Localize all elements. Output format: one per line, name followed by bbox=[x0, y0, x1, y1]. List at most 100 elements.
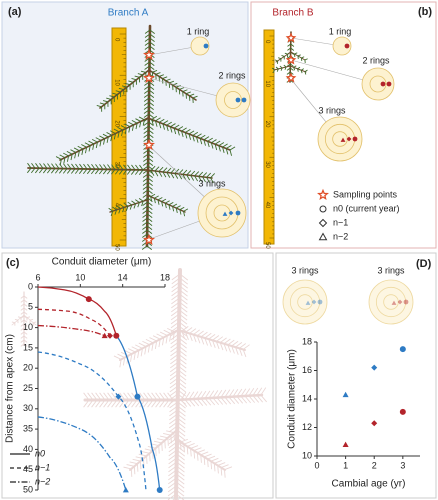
needle bbox=[260, 387, 267, 396]
needle bbox=[177, 405, 186, 413]
needle bbox=[149, 29, 155, 35]
needle bbox=[175, 205, 181, 209]
needle bbox=[124, 128, 127, 135]
needle bbox=[144, 29, 151, 34]
needle bbox=[236, 396, 244, 404]
needle bbox=[278, 57, 282, 60]
needle bbox=[71, 163, 76, 170]
needle bbox=[20, 307, 25, 311]
y-tick-label: 12 bbox=[302, 422, 312, 432]
needle bbox=[163, 392, 170, 401]
needle bbox=[119, 392, 126, 401]
y-tick-label: 5 bbox=[28, 302, 33, 312]
ruler-label: 20 bbox=[264, 121, 270, 128]
needle bbox=[286, 71, 291, 75]
marker-circle bbox=[156, 487, 163, 493]
branch bbox=[27, 167, 148, 171]
ruler-label: 40 bbox=[113, 203, 119, 210]
needle bbox=[188, 133, 192, 140]
needle bbox=[132, 458, 141, 462]
ruler-label: 20 bbox=[113, 120, 119, 127]
needle bbox=[168, 421, 178, 429]
needle bbox=[81, 144, 87, 148]
needle bbox=[137, 350, 140, 359]
needle bbox=[169, 377, 179, 385]
marker-circle bbox=[235, 97, 241, 103]
marker-circle bbox=[203, 43, 209, 49]
needle bbox=[192, 135, 195, 142]
marker-circle bbox=[403, 299, 409, 305]
needle bbox=[178, 349, 187, 357]
needle bbox=[169, 405, 178, 413]
needle bbox=[119, 164, 124, 170]
marker-circle bbox=[399, 408, 406, 415]
needle bbox=[206, 177, 210, 183]
needle bbox=[118, 208, 121, 214]
needle bbox=[218, 145, 221, 152]
needle bbox=[170, 353, 179, 361]
needle bbox=[150, 165, 156, 171]
sampling-star bbox=[143, 233, 155, 245]
needle bbox=[294, 52, 298, 55]
needle bbox=[235, 347, 239, 355]
needle bbox=[240, 388, 247, 397]
needle bbox=[149, 337, 157, 342]
panel-c-bg bbox=[1, 252, 274, 499]
needle bbox=[172, 82, 178, 86]
needle bbox=[244, 388, 251, 397]
needle bbox=[143, 129, 149, 134]
needle bbox=[135, 118, 141, 122]
needle bbox=[177, 126, 184, 131]
needle bbox=[20, 303, 25, 307]
needle bbox=[175, 489, 185, 497]
needle bbox=[196, 452, 199, 461]
needle bbox=[102, 100, 109, 103]
needle bbox=[190, 445, 199, 449]
needle bbox=[95, 399, 102, 408]
needle bbox=[169, 401, 178, 409]
needle bbox=[171, 297, 180, 305]
needle bbox=[169, 381, 179, 389]
needle bbox=[167, 392, 174, 401]
needle bbox=[176, 457, 185, 465]
needle bbox=[20, 311, 25, 315]
needle bbox=[46, 168, 52, 174]
needle bbox=[111, 164, 116, 170]
needle bbox=[35, 163, 40, 169]
needle bbox=[166, 125, 169, 132]
needle bbox=[179, 289, 188, 297]
needle bbox=[95, 392, 102, 401]
legend-label: n−1 bbox=[35, 462, 50, 472]
needle bbox=[23, 299, 28, 303]
needle bbox=[92, 143, 95, 150]
needle bbox=[232, 396, 240, 404]
needle bbox=[198, 176, 202, 182]
needle bbox=[177, 373, 187, 381]
needle bbox=[256, 387, 263, 396]
needle bbox=[240, 395, 248, 404]
needle bbox=[200, 398, 208, 406]
needle bbox=[290, 43, 295, 47]
needle bbox=[148, 149, 154, 155]
needle bbox=[23, 303, 28, 307]
needle bbox=[144, 81, 150, 86]
needle bbox=[142, 221, 148, 226]
needle bbox=[170, 309, 180, 317]
needle bbox=[177, 417, 186, 425]
needle bbox=[239, 343, 247, 349]
needle bbox=[220, 389, 227, 398]
needle bbox=[148, 113, 154, 119]
needle bbox=[111, 399, 118, 408]
marker-triangle bbox=[222, 211, 228, 216]
needle bbox=[122, 357, 126, 366]
marker-diamond bbox=[371, 420, 378, 427]
line-series bbox=[115, 335, 161, 491]
needle bbox=[193, 329, 201, 335]
needle bbox=[79, 163, 84, 170]
needle bbox=[203, 456, 206, 465]
needle bbox=[96, 105, 102, 108]
needle bbox=[224, 469, 226, 478]
needle bbox=[172, 331, 175, 340]
needle bbox=[158, 122, 162, 129]
needle bbox=[127, 164, 132, 170]
